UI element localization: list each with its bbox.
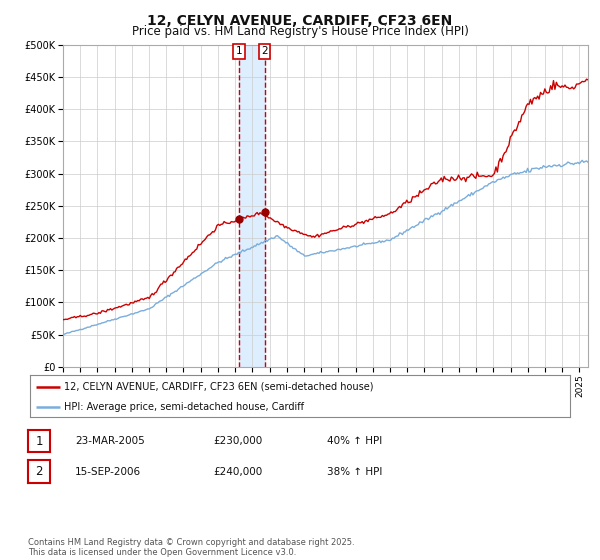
- Text: 1: 1: [35, 435, 43, 448]
- Text: 2: 2: [35, 465, 43, 478]
- Text: Price paid vs. HM Land Registry's House Price Index (HPI): Price paid vs. HM Land Registry's House …: [131, 25, 469, 38]
- Text: £230,000: £230,000: [213, 436, 262, 446]
- Text: 23-MAR-2005: 23-MAR-2005: [75, 436, 145, 446]
- Text: 12, CELYN AVENUE, CARDIFF, CF23 6EN (semi-detached house): 12, CELYN AVENUE, CARDIFF, CF23 6EN (sem…: [64, 381, 374, 391]
- Text: 15-SEP-2006: 15-SEP-2006: [75, 466, 141, 477]
- Text: 1: 1: [236, 46, 242, 56]
- Text: 2: 2: [261, 46, 268, 56]
- Text: 38% ↑ HPI: 38% ↑ HPI: [327, 466, 382, 477]
- Bar: [239, 45, 265, 367]
- Text: 40% ↑ HPI: 40% ↑ HPI: [327, 436, 382, 446]
- Text: £240,000: £240,000: [213, 466, 262, 477]
- Text: HPI: Average price, semi-detached house, Cardiff: HPI: Average price, semi-detached house,…: [64, 402, 304, 412]
- Text: 12, CELYN AVENUE, CARDIFF, CF23 6EN: 12, CELYN AVENUE, CARDIFF, CF23 6EN: [148, 14, 452, 28]
- Text: Contains HM Land Registry data © Crown copyright and database right 2025.
This d: Contains HM Land Registry data © Crown c…: [28, 538, 355, 557]
